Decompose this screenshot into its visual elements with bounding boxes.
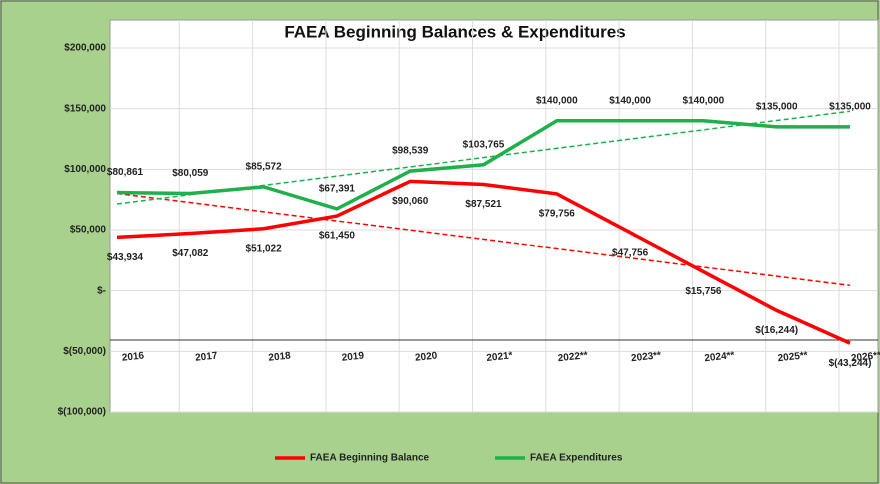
- x-tick-label: 2018: [268, 350, 292, 363]
- data-label: $(16,244): [755, 325, 798, 336]
- data-label: $135,000: [829, 102, 871, 113]
- y-tick-label: $(100,000): [58, 407, 106, 418]
- x-tick-label: 2023**: [631, 350, 662, 364]
- data-label: $47,082: [172, 248, 209, 259]
- data-label: $61,450: [319, 231, 356, 242]
- trendline: [116, 192, 851, 287]
- x-tick-label: 2019: [341, 350, 365, 363]
- plot-area: [109, 19, 879, 413]
- legend-label: FAEA Expenditures: [530, 453, 623, 464]
- data-label: $85,572: [246, 161, 283, 172]
- x-tick-label: 2025**: [777, 350, 808, 364]
- chart-title: FAEA Beginning Balances & Expenditures: [284, 22, 625, 41]
- y-tick-label: $-: [97, 285, 106, 296]
- data-label: $47,756: [612, 247, 649, 258]
- data-label: $140,000: [536, 95, 578, 106]
- y-tick-label: $(50,000): [63, 346, 106, 357]
- y-tick-label: $100,000: [64, 164, 106, 175]
- data-label: $67,391: [319, 184, 356, 195]
- data-label: $15,756: [685, 286, 722, 297]
- y-tick-label: $50,000: [70, 225, 107, 236]
- x-tick-label: 2016: [121, 350, 145, 363]
- data-label: $79,756: [539, 209, 576, 220]
- data-label: $103,765: [463, 139, 505, 150]
- x-tick-label: 2026**: [851, 350, 880, 364]
- x-tick-label: 2020: [415, 350, 439, 363]
- x-tick-label: 2022**: [557, 350, 588, 364]
- x-tick-label: 2017: [195, 350, 219, 363]
- data-label: $140,000: [609, 95, 651, 106]
- data-label: $90,060: [392, 196, 429, 207]
- data-label: $87,521: [465, 199, 502, 210]
- x-tick-label: 2024**: [704, 350, 735, 364]
- data-label: $98,539: [392, 146, 429, 157]
- data-label: $140,000: [683, 95, 725, 106]
- data-label: $(43,244): [829, 358, 872, 369]
- series-line: [116, 179, 851, 345]
- data-label: $80,059: [172, 168, 209, 179]
- data-label: $80,861: [107, 167, 144, 178]
- data-label: $135,000: [756, 102, 798, 113]
- series-line: [116, 119, 850, 211]
- x-tick-label: 2021*: [486, 350, 513, 364]
- data-label: $43,934: [107, 252, 144, 263]
- y-tick-label: $200,000: [64, 43, 106, 54]
- data-label: $51,022: [246, 243, 283, 254]
- y-tick-label: $150,000: [64, 103, 106, 114]
- legend-label: FAEA Beginning Balance: [310, 453, 430, 464]
